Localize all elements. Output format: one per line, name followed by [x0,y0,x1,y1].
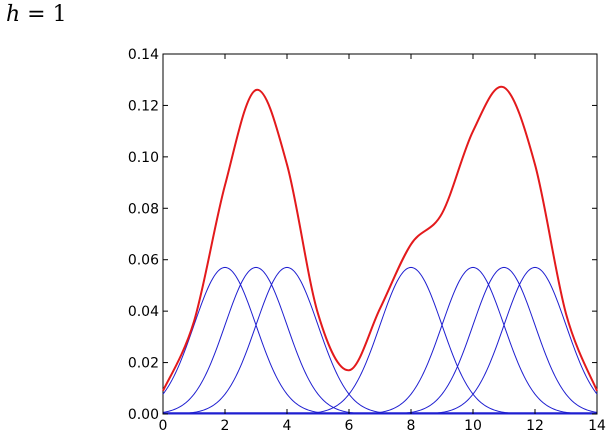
x-tick-label: 2 [221,418,230,434]
y-tick-label: 0.06 [128,253,159,269]
x-tick-label: 8 [407,418,416,434]
kernel-curve [162,266,597,415]
kernel-curve [162,266,597,415]
x-tick-label: 12 [526,418,544,434]
x-tick-label: 10 [464,418,482,434]
kernel-curve [163,266,597,415]
y-tick-label: 0.10 [128,150,159,166]
plot-heading: h = 1 [6,2,67,27]
kernel-curve [163,266,598,415]
y-axis: 0.00 0.02 0.04 0.06 0.08 0.10 0.12 0.14 [128,47,597,423]
x-tick-label: 0 [159,418,168,434]
y-tick-label: 0.14 [128,47,159,63]
y-tick-label: 0.00 [128,407,159,423]
y-tick-label: 0.12 [128,98,159,114]
heading-variable: h [6,2,21,27]
kernel-curve [163,266,598,415]
y-tick-label: 0.04 [128,304,159,320]
x-tick-label: 6 [345,418,354,434]
x-tick-label: 4 [283,418,292,434]
sum-curve-group [162,85,598,392]
kernel-curve [162,266,597,415]
plot-area [162,53,598,415]
sum-curve [162,85,598,392]
heading-relation: = 1 [27,2,67,27]
x-axis: 0 2 4 6 8 10 12 14 [159,54,606,434]
x-tick-label: 14 [588,418,606,434]
y-tick-label: 0.02 [128,356,159,372]
y-tick-label: 0.08 [128,201,159,217]
kernel-curves [162,266,598,415]
kernel-curve [163,266,598,415]
